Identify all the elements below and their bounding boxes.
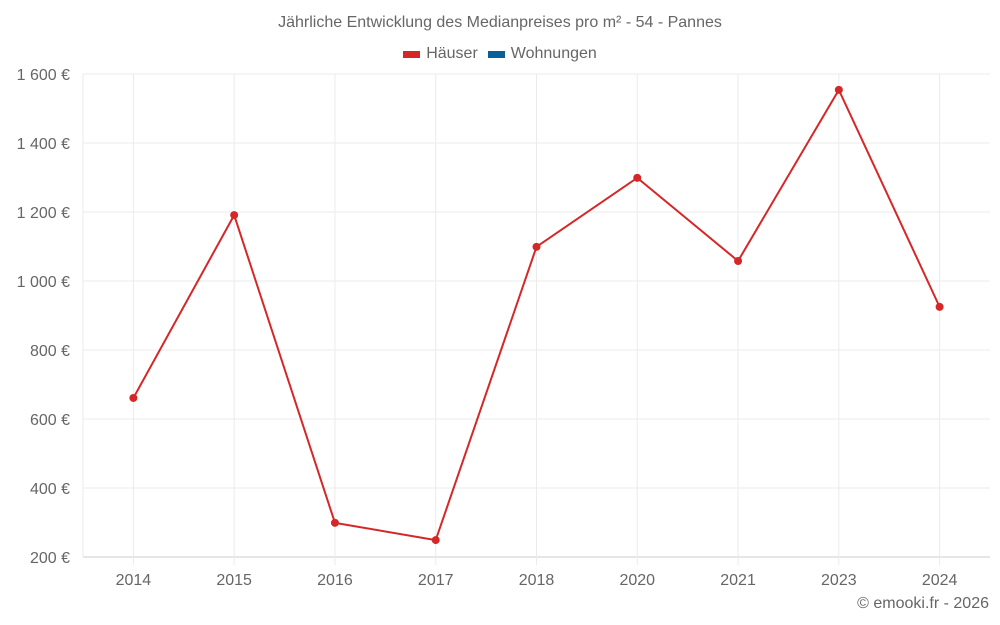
x-tick-label: 2014 (116, 572, 152, 589)
data-point[interactable] (230, 211, 239, 220)
legend-item-haeuser[interactable]: Häuser (403, 45, 478, 63)
y-tick-label: 1 200 € (17, 205, 70, 222)
legend-swatch-haeuser-icon (403, 50, 421, 58)
chart-title: Jährliche Entwicklung des Medianpreises … (278, 14, 722, 31)
x-axis: 2014 2015 2016 2017 2018 2020 2021 2023 2024 (116, 572, 958, 589)
series-haeuser (129, 85, 944, 545)
y-tick-label: 200 € (30, 550, 70, 567)
data-point[interactable] (633, 173, 642, 182)
x-tick-label: 2016 (317, 572, 353, 589)
data-point[interactable] (532, 242, 541, 251)
x-tick-label: 2018 (519, 572, 555, 589)
data-point[interactable] (431, 536, 440, 545)
y-tick-label: 1 600 € (17, 67, 70, 84)
x-tick-label: 2024 (922, 572, 958, 589)
x-tick-label: 2020 (619, 572, 655, 589)
legend-swatch-wohnungen-icon (487, 50, 505, 58)
x-tick-label: 2017 (418, 572, 454, 589)
data-point[interactable] (935, 302, 944, 311)
data-point[interactable] (129, 393, 138, 402)
legend-item-wohnungen[interactable]: Wohnungen (487, 45, 597, 63)
data-point[interactable] (734, 256, 743, 265)
y-tick-label: 600 € (30, 412, 70, 429)
grid-lines (82, 73, 990, 565)
legend-label-haeuser: Häuser (426, 45, 478, 62)
y-axis: 200 € 400 € 600 € 800 € 1 000 € 1 200 € 1 400 … (17, 67, 70, 567)
x-tick-label: 2023 (821, 572, 857, 589)
y-tick-label: 800 € (30, 343, 70, 360)
legend-label-wohnungen: Wohnungen (510, 45, 597, 62)
y-tick-label: 1 400 € (17, 136, 70, 153)
x-tick-label: 2015 (216, 572, 252, 589)
data-point[interactable] (330, 518, 339, 527)
y-tick-label: 400 € (30, 481, 70, 498)
chart-legend: Häuser Wohnungen (0, 45, 1000, 63)
y-tick-label: 1 000 € (17, 274, 70, 291)
x-tick-label: 2021 (720, 572, 756, 589)
copyright-credit: © emooki.fr - 2026 (857, 595, 989, 612)
data-point[interactable] (834, 85, 843, 94)
